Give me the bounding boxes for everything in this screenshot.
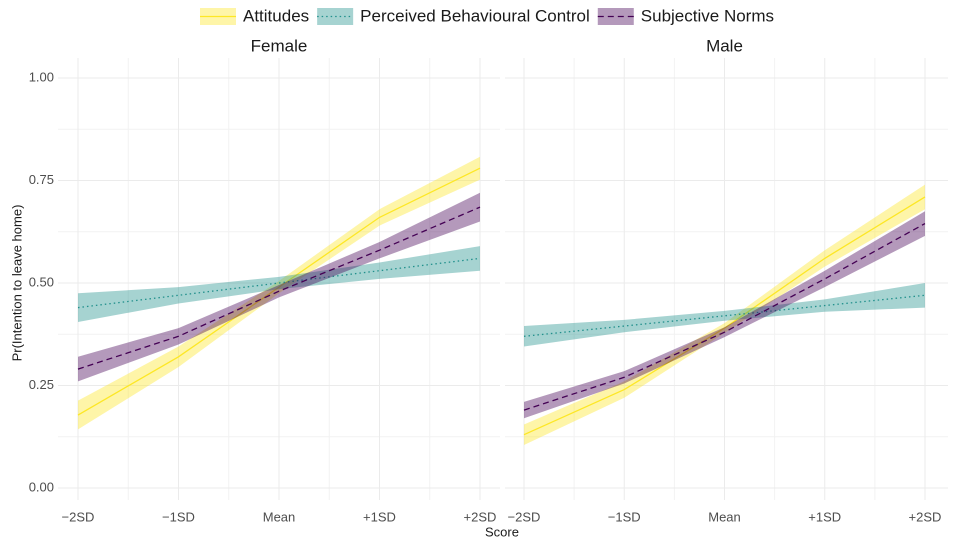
legend-label: Attitudes [243,6,309,25]
x-tick-label: +1SD [808,509,841,524]
x-tick-label: +1SD [363,509,396,524]
confidence-band [78,192,480,382]
legend-item: Perceived Behavioural Control [317,6,590,25]
confidence-band [524,283,925,347]
confidence-band [78,246,480,322]
panel-title: Female [251,36,308,55]
x-tick-label: +2SD [464,509,497,524]
legend-label: Perceived Behavioural Control [360,6,590,25]
legend-item: Attitudes [200,6,309,25]
y-axis-title: Pr(Intention to leave home) [9,205,24,362]
y-tick-label: 0.75 [29,172,54,187]
legend-label: Subjective Norms [641,6,774,25]
x-tick-label: −1SD [608,509,641,524]
y-tick-label: 0.00 [29,479,54,494]
x-tick-label: −2SD [62,509,95,524]
x-tick-label: Mean [263,509,296,524]
legend-item: Subjective Norms [597,6,774,25]
y-tick-label: 1.00 [29,69,54,84]
x-tick-label: −1SD [162,509,195,524]
y-tick-label: 0.50 [29,274,54,289]
legend-key [597,8,634,25]
confidence-band [524,184,925,445]
x-tick-label: Mean [708,509,741,524]
y-tick-label: 0.25 [29,377,54,392]
confidence-band [78,156,480,430]
series-line [77,206,481,370]
x-tick-label: +2SD [909,509,942,524]
series-line [77,167,481,416]
x-axis-title: Score [485,524,519,539]
x-tick-label: −2SD [508,509,541,524]
panel-title: Male [706,36,743,55]
series-line [523,196,926,436]
series-line [523,222,926,411]
